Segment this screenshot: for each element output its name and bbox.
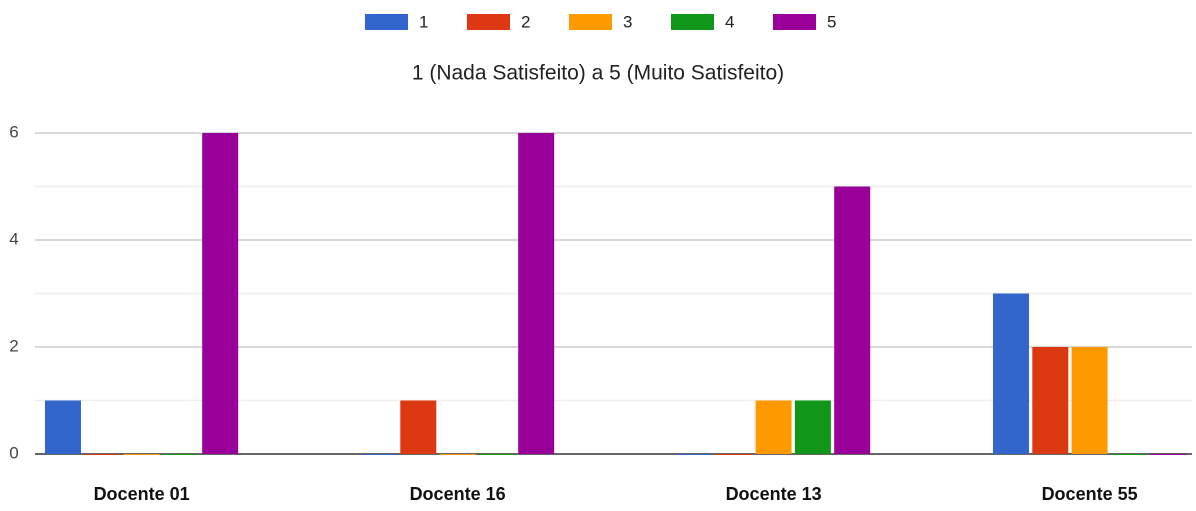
bar <box>162 454 199 455</box>
bar <box>84 454 121 455</box>
bar <box>45 400 81 454</box>
bar <box>361 454 397 455</box>
y-tick-label: 2 <box>9 336 18 355</box>
bar <box>400 400 437 454</box>
bar <box>1032 347 1069 454</box>
bar <box>1150 454 1187 455</box>
bar <box>755 400 792 454</box>
legend-label: 1 <box>419 12 428 31</box>
x-tick-label: Docente 13 <box>726 484 822 504</box>
x-tick-label: Docente 55 <box>1042 484 1138 504</box>
legend-swatch <box>467 14 510 30</box>
bar <box>1110 454 1147 455</box>
legend-swatch <box>365 14 408 30</box>
bar <box>202 133 239 454</box>
legend-label: 2 <box>521 12 530 31</box>
legend-swatch <box>671 14 714 30</box>
chart-subtitle: 1 (Nada Satisfeito) a 5 (Muito Satisfeit… <box>412 62 784 85</box>
bar <box>518 133 555 454</box>
bar <box>1071 347 1108 454</box>
bar <box>794 400 831 454</box>
bar <box>834 186 871 454</box>
legend-label: 4 <box>725 12 734 31</box>
legend-swatch <box>569 14 612 30</box>
legend-label: 3 <box>623 12 632 31</box>
bar <box>123 454 160 455</box>
y-tick-label: 6 <box>9 122 18 141</box>
y-tick-label: 4 <box>9 229 18 248</box>
x-tick-label: Docente 16 <box>410 484 506 504</box>
bar <box>439 454 476 455</box>
legend-swatch <box>773 14 816 30</box>
bar <box>716 454 753 455</box>
x-tick-label: Docente 01 <box>94 484 190 504</box>
y-tick-label: 0 <box>9 443 18 462</box>
bar <box>677 454 713 455</box>
bar <box>478 454 515 455</box>
legend-label: 5 <box>827 12 836 31</box>
bar <box>993 293 1029 454</box>
